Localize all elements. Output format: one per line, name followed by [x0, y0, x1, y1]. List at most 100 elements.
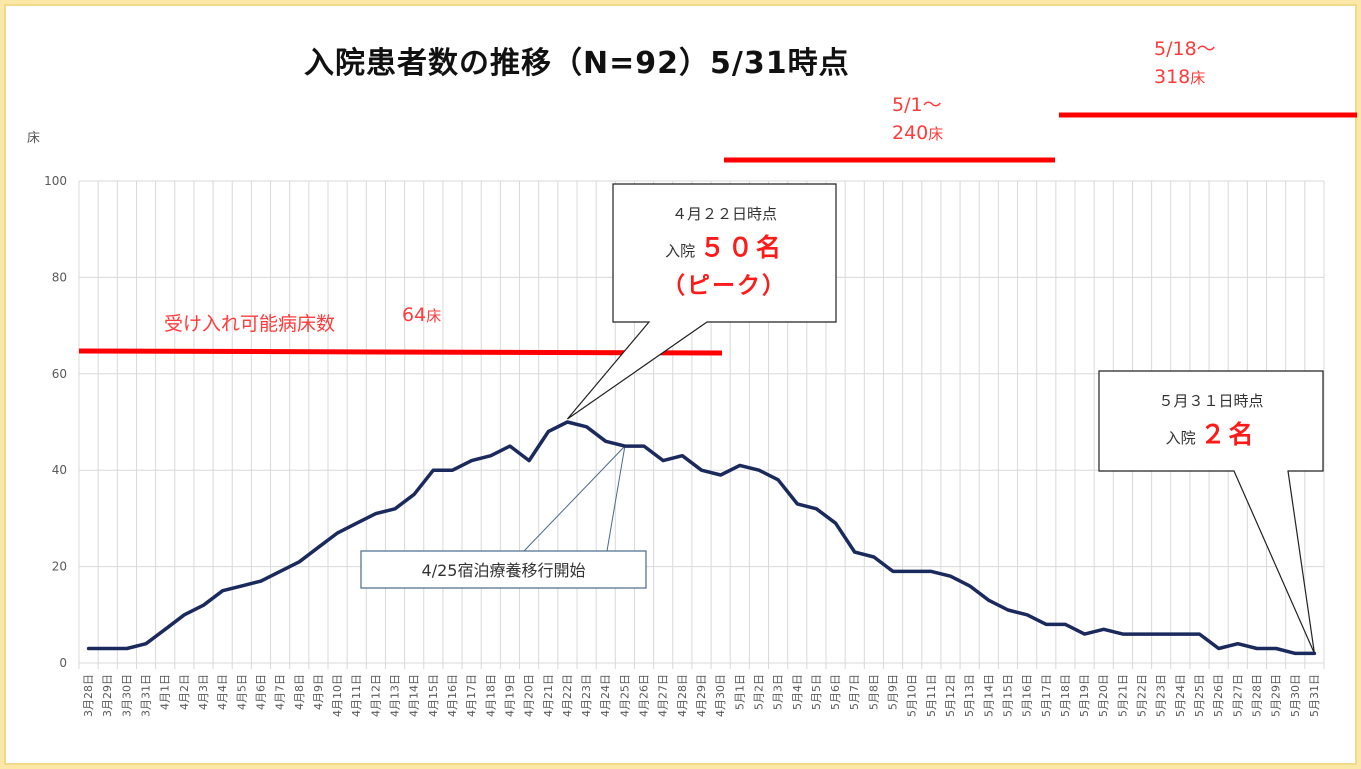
- x-tick-label: 5月20日: [1097, 674, 1110, 717]
- data-point: [949, 575, 952, 578]
- x-tick-label: 4月18日: [484, 674, 497, 717]
- data-point: [700, 469, 703, 472]
- capacity-3-label: 318床: [1154, 66, 1205, 88]
- x-tick-label: 5月8日: [867, 674, 880, 710]
- data-point: [240, 584, 243, 587]
- data-point: [317, 546, 320, 549]
- series-line: [86, 420, 1317, 656]
- x-tick-label: 4月13日: [389, 674, 402, 717]
- x-tick-label: 4月10日: [331, 674, 344, 717]
- x-tick-label: 5月3日: [772, 674, 785, 710]
- capacity-line-1: [78, 348, 723, 356]
- x-tick-label: 5月31日: [1308, 674, 1321, 717]
- data-point: [470, 459, 473, 462]
- data-point: [145, 642, 148, 645]
- data-point: [968, 584, 971, 587]
- x-tick-label: 5月27日: [1231, 674, 1244, 717]
- latest-prefix: 入院: [1165, 428, 1196, 447]
- data-point: [1121, 633, 1124, 636]
- data-point: [355, 522, 358, 525]
- data-point: [834, 522, 837, 525]
- y-tick-label: 80: [52, 270, 67, 284]
- data-point: [566, 421, 569, 424]
- data-point: [1064, 623, 1067, 626]
- x-tick-label: 4月12日: [369, 674, 382, 717]
- shift-pointer-line: [523, 445, 626, 552]
- x-tick-label: 4月7日: [274, 674, 287, 710]
- x-tick-label: 4月29日: [695, 674, 708, 717]
- x-tick-label: 4月3日: [197, 674, 210, 710]
- data-point: [623, 445, 626, 448]
- x-tick-label: 5月21日: [1116, 674, 1129, 717]
- x-tick-label: 4月17日: [465, 674, 478, 717]
- data-point: [202, 604, 205, 607]
- x-tick-label: 4月20日: [523, 674, 536, 717]
- peak-prefix: 入院: [665, 241, 696, 260]
- x-tick-label: 5月9日: [887, 674, 900, 710]
- y-tick-label: 0: [59, 656, 67, 670]
- data-point: [796, 502, 799, 505]
- x-tick-label: 5月6日: [829, 674, 842, 710]
- x-tick-label: 5月16日: [1021, 674, 1034, 717]
- peak-count-row: 入院 ５０名: [612, 227, 837, 268]
- capacity-2-unit: 床: [928, 125, 944, 143]
- x-tick-label: 5月28日: [1250, 674, 1263, 717]
- x-tick-label: 4月4日: [216, 674, 229, 710]
- y-tick-label: 60: [52, 367, 67, 381]
- data-point: [681, 454, 684, 457]
- data-point: [508, 445, 511, 448]
- data-point: [413, 493, 416, 496]
- x-tick-label: 4月16日: [446, 674, 459, 717]
- y-tick-label: 100: [44, 174, 67, 188]
- data-point: [279, 570, 282, 573]
- x-tick-label: 5月25日: [1193, 674, 1206, 717]
- data-point: [872, 555, 875, 558]
- capacity-1-value: 64: [402, 304, 427, 326]
- x-tick-label: 4月8日: [293, 674, 306, 710]
- line-chart: 0 20 40 60 80 100 3月28日 3月29日 3月30日 3月31日 4月1日 4月2…: [44, 112, 1357, 717]
- x-tick-label: 5月2日: [752, 674, 765, 710]
- latest-count-row: 入院 ２名: [1099, 414, 1323, 455]
- data-point: [853, 551, 856, 554]
- data-point: [528, 459, 531, 462]
- shift-pointer-line: [606, 446, 626, 552]
- data-point: [374, 512, 377, 515]
- callouts: [360, 183, 1324, 654]
- x-tick-label: 4月25日: [618, 674, 631, 717]
- x-tick-label: 5月11日: [925, 674, 938, 717]
- data-point: [1083, 633, 1086, 636]
- peak-date: ４月２２日時点: [671, 205, 777, 223]
- x-tick-label: 4月26日: [638, 674, 651, 717]
- x-tick-label: 4月5日: [235, 674, 248, 710]
- x-tick-label: 5月22日: [1136, 674, 1149, 717]
- x-tick-label: 4月23日: [580, 674, 593, 717]
- data-point: [106, 647, 109, 650]
- x-tick-label: 5月5日: [810, 674, 823, 710]
- data-point: [1217, 647, 1220, 650]
- x-tick-label: 5月12日: [944, 674, 957, 717]
- data-point: [394, 507, 397, 510]
- x-tick-label: 5月10日: [906, 674, 919, 717]
- x-tick-label: 5月18日: [1059, 674, 1072, 717]
- x-tick-label: 4月28日: [676, 674, 689, 717]
- data-point: [662, 459, 665, 462]
- peak-count: ５０名: [699, 232, 784, 262]
- data-point: [892, 570, 895, 573]
- peak-callout-box: [566, 183, 837, 420]
- x-tick-label: 4月30日: [714, 674, 727, 717]
- shift-note-box: [360, 550, 647, 589]
- data-point: [125, 647, 128, 650]
- data-point: [1236, 642, 1239, 645]
- x-tick-label: 4月14日: [408, 674, 421, 717]
- data-point: [298, 560, 301, 563]
- x-tick-label: 5月4日: [791, 674, 804, 710]
- data-point: [1006, 608, 1009, 611]
- data-point: [757, 469, 760, 472]
- x-tick-label: 4月21日: [542, 674, 555, 717]
- capacity-3-date: 5/18～: [1154, 38, 1216, 60]
- x-tick-label: 4月15日: [427, 674, 440, 717]
- y-tick-label: 20: [52, 560, 67, 574]
- data-point: [1198, 633, 1201, 636]
- x-tick-label: 4月2日: [178, 674, 191, 710]
- x-tick-label: 4月24日: [599, 674, 612, 717]
